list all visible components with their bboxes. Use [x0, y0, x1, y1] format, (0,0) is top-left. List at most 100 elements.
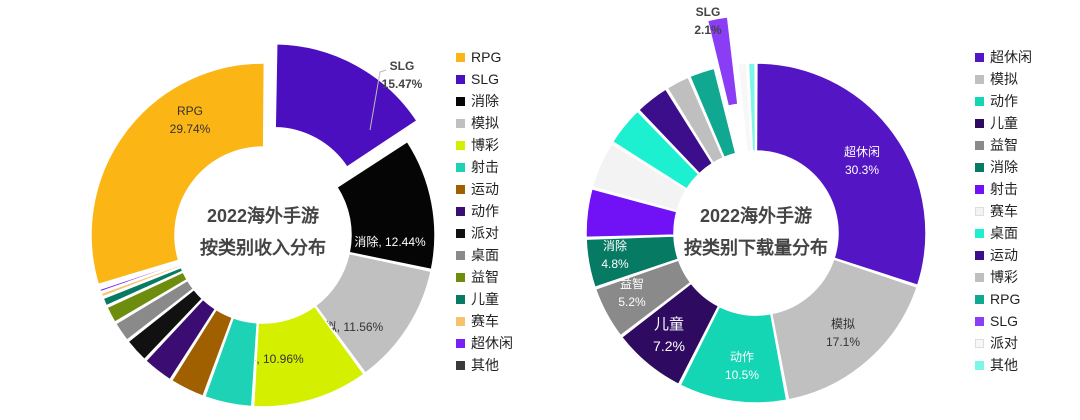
legend-label: 派对	[990, 335, 1018, 351]
legend-swatch	[975, 338, 984, 348]
legend-label: SLG	[990, 313, 1019, 329]
legend-label: 射击	[471, 159, 499, 175]
center-title-line-1: 按类别收入分布	[200, 237, 326, 258]
legend-label: 消除	[471, 93, 499, 109]
legend-item-other: 其他	[975, 354, 1032, 376]
legend-item-hypercasual: 超休闲	[975, 46, 1032, 68]
slice-racing	[591, 142, 688, 212]
slice-racing	[100, 263, 182, 298]
slice-shooter	[585, 187, 678, 239]
legend-item-slg: SLG	[456, 68, 513, 90]
data-label-simulation-value: 17.1%	[826, 335, 860, 349]
legend-item-racing: 赛车	[975, 200, 1032, 222]
center-title-line-0: 2022海外手游	[700, 205, 812, 226]
legend-label: RPG	[471, 49, 502, 65]
slice-casino	[252, 305, 366, 408]
data-label-hypercasual-name: 超休闲	[844, 144, 880, 159]
donut-chart-1: 超休闲 30.3% 模拟 17.1% 动作 10.5% 儿童 7.2% 益智 5.2% 消除 4.8%…	[585, 5, 927, 404]
legend-label: 益智	[990, 137, 1018, 153]
legend-label: 运动	[471, 181, 499, 197]
legend-label: 运动	[990, 247, 1018, 263]
legend-item-board: 桌面	[456, 244, 513, 266]
slice-slg	[274, 42, 419, 169]
legend-item-shooter: 射击	[975, 178, 1032, 200]
legend-swatch	[456, 184, 465, 194]
slice-hypercasual	[755, 62, 927, 287]
legend-label: 派对	[471, 225, 499, 241]
legend-swatch	[456, 140, 465, 150]
slice-puzzle	[594, 259, 692, 337]
data-label-kids-value: 7.2%	[653, 338, 685, 354]
legend-swatch	[456, 206, 465, 216]
legend-swatch	[975, 52, 984, 62]
data-label-match-value: 4.8%	[601, 257, 629, 271]
data-label-slg-name: SLG	[390, 59, 415, 73]
download-legend: 超休闲 模拟 动作 儿童 益智 消除 射击 赛车 桌面 运动 博彩 RPG SLG 派对 其他	[975, 46, 1032, 376]
legend-item-kids: 儿童	[456, 288, 513, 310]
legend-label: 博彩	[471, 137, 499, 153]
slice-shooter	[203, 316, 259, 408]
slice-kids	[102, 266, 184, 307]
legend-label: 模拟	[471, 115, 499, 131]
legend-item-puzzle: 益智	[456, 266, 513, 288]
legend-swatch	[975, 250, 984, 260]
data-label-simulation-name: 模拟	[831, 317, 855, 331]
legend-swatch	[456, 228, 465, 238]
legend-swatch	[975, 206, 984, 216]
legend-item-party: 派对	[456, 222, 513, 244]
slice-simulation	[314, 252, 433, 375]
legend-swatch	[456, 360, 465, 370]
legend-item-sports: 运动	[975, 244, 1032, 266]
slice-match	[335, 140, 436, 271]
legend-swatch	[456, 162, 465, 172]
legend-item-other: 其他	[456, 354, 513, 376]
slice-action	[144, 298, 217, 381]
legend-label: 动作	[471, 203, 499, 219]
legend-item-casino: 博彩	[975, 266, 1032, 288]
data-label-slg-value: 15.47%	[382, 77, 423, 91]
slice-other	[747, 62, 757, 152]
slice-board	[611, 110, 700, 191]
legend-swatch	[456, 316, 465, 326]
legend-label: 模拟	[990, 71, 1018, 87]
legend-label: 赛车	[471, 313, 499, 329]
legend-item-simulation: 模拟	[456, 112, 513, 134]
slice-party	[126, 288, 204, 361]
legend-item-simulation: 模拟	[975, 68, 1032, 90]
slice-simulation	[770, 258, 919, 401]
data-label-puzzle-name: 益智	[620, 276, 644, 291]
legend-label: 超休闲	[990, 49, 1032, 65]
legend-swatch	[456, 272, 465, 282]
legend-label: 桌面	[471, 247, 499, 263]
slice-slg	[706, 16, 739, 107]
slg-callout-line	[369, 69, 387, 131]
legend-swatch	[456, 118, 465, 128]
legend-label: 其他	[471, 357, 499, 373]
slice-rpg	[688, 67, 737, 159]
slice-match	[585, 235, 680, 289]
legend-swatch	[456, 96, 465, 106]
legend-item-match: 消除	[975, 156, 1032, 178]
legend-label: 消除	[990, 159, 1018, 175]
legend-label: 赛车	[990, 203, 1018, 219]
slice-sports	[170, 308, 234, 398]
center-title-line-1: 按类别下载量分布	[684, 237, 828, 258]
legend-label: 超休闲	[471, 335, 513, 351]
data-label-match: 消除, 12.44%	[354, 234, 426, 249]
legend-label: RPG	[990, 291, 1021, 307]
slice-puzzle	[106, 271, 189, 324]
legend-label: 益智	[471, 269, 499, 285]
data-label-puzzle-value: 5.2%	[618, 295, 646, 309]
data-label-slg-name: SLG	[696, 5, 721, 19]
legend-item-racing: 赛车	[456, 310, 513, 332]
legend-item-rpg: RPG	[975, 288, 1032, 310]
legend-item-rpg: RPG	[456, 46, 513, 68]
legend-swatch	[975, 294, 984, 304]
legend-label: 儿童	[990, 115, 1018, 131]
legend-item-party: 派对	[975, 332, 1032, 354]
legend-item-casino: 博彩	[456, 134, 513, 156]
data-label-action-name: 动作	[730, 350, 754, 364]
legend-swatch	[975, 184, 984, 194]
